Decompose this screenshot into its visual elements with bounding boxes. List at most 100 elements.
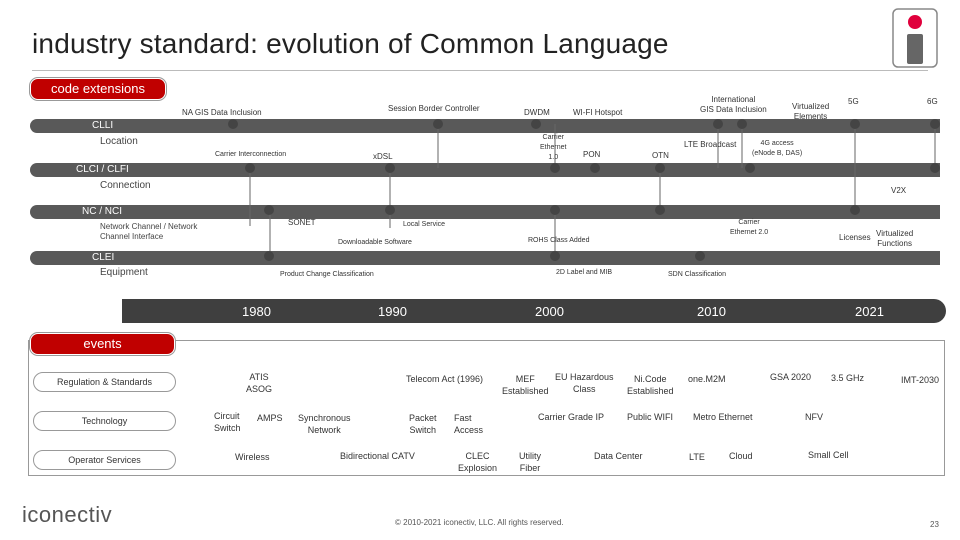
label-intl-gis: International GIS Data Inclusion bbox=[700, 95, 767, 114]
dot-carrier-interconnection bbox=[245, 163, 255, 173]
event-fast-access: Fast Access bbox=[454, 413, 484, 435]
clci-bar bbox=[30, 163, 940, 177]
label-carrier-interconnection: Carrier Interconnection bbox=[215, 151, 287, 158]
label-otn: OTN bbox=[652, 151, 669, 160]
lane-technology: Technology bbox=[33, 411, 176, 431]
event-telecom-act: Telecom Act (1996) bbox=[406, 374, 484, 384]
dot-v2x bbox=[930, 163, 940, 173]
dot-carrier-ethernet bbox=[550, 163, 560, 173]
label-lte-broadcast: LTE Broadcast bbox=[684, 140, 737, 149]
dot-product-change bbox=[264, 251, 274, 261]
label-4g-access: 4G access (eNode B, DAS) bbox=[752, 140, 803, 157]
label-downloadable-software: Downloadable Software bbox=[338, 239, 412, 246]
event-amps: AMPS bbox=[257, 413, 283, 423]
label-dwdm: DWDM bbox=[524, 108, 550, 117]
year-1990: 1990 bbox=[378, 304, 407, 319]
label-sdn: SDN Classification bbox=[668, 271, 726, 278]
dot-otn bbox=[655, 163, 665, 173]
clei-bar bbox=[30, 251, 940, 265]
label-carrier-ethernet-20: Carrier Ethernet 2.0 bbox=[730, 219, 769, 236]
event-mef: MEF Established bbox=[502, 374, 549, 396]
nci-name: NC / NCI bbox=[82, 206, 122, 217]
dot-xdsl bbox=[385, 163, 395, 173]
label-6g: 6G bbox=[927, 97, 938, 106]
label-sonet: SONET bbox=[288, 218, 316, 227]
label-rohs: ROHS Class Added bbox=[528, 237, 590, 244]
event-nicode: Ni.Code Established bbox=[627, 374, 674, 396]
event-wireless: Wireless bbox=[235, 452, 270, 462]
copyright-footer: © 2010-2021 iconectiv, LLC. All rights r… bbox=[395, 518, 564, 527]
year-2000: 2000 bbox=[535, 304, 564, 319]
nci-bar bbox=[30, 205, 940, 219]
clli-bar bbox=[30, 119, 940, 133]
nci-sub: Network Channel / Network Channel Interf… bbox=[100, 222, 198, 241]
label-virtualized-elements: Virtualized Elements bbox=[792, 102, 830, 121]
event-gsa2020: GSA 2020 bbox=[770, 372, 812, 382]
event-small-cell: Small Cell bbox=[808, 450, 849, 460]
event-metro-ethernet: Metro Ethernet bbox=[693, 412, 753, 422]
event-cloud: Cloud bbox=[729, 451, 753, 461]
event-lte: LTE bbox=[689, 452, 705, 462]
dot-pon bbox=[590, 163, 600, 173]
event-utility-fiber: Utility Fiber bbox=[519, 451, 541, 473]
label-xdsl: xDSL bbox=[373, 152, 393, 161]
dot-carrier-ethernet-2 bbox=[655, 205, 665, 215]
clli-sub: Location bbox=[100, 136, 138, 147]
dot-licenses bbox=[850, 205, 860, 215]
label-session-border: Session Border Controller bbox=[388, 104, 480, 113]
year-2021: 2021 bbox=[855, 304, 884, 319]
event-carrier-grade-ip: Carrier Grade IP bbox=[538, 412, 605, 422]
event-bidirectional-catv: Bidirectional CATV bbox=[340, 451, 415, 461]
event-circuit-switch: Circuit Switch bbox=[214, 411, 241, 433]
label-product-change: Product Change Classification bbox=[280, 271, 374, 278]
iconectiv-logo-icon bbox=[892, 8, 938, 68]
label-pon: PON bbox=[583, 150, 601, 159]
label-licenses: Licenses bbox=[839, 233, 871, 242]
label-v2x: V2X bbox=[891, 186, 907, 195]
dot-virtualized-elements bbox=[850, 119, 860, 129]
dot-intl-gis bbox=[713, 119, 723, 129]
dot-label-mib bbox=[550, 251, 560, 261]
code-timeline-lines bbox=[249, 124, 936, 256]
event-data-center: Data Center bbox=[594, 451, 643, 461]
dot-sdn bbox=[695, 251, 705, 261]
year-2010: 2010 bbox=[697, 304, 726, 319]
event-imt2030: IMT-2030 bbox=[901, 375, 940, 385]
dot-na-gis bbox=[228, 119, 238, 129]
dot-session-border bbox=[433, 119, 443, 129]
event-35ghz: 3.5 GHz bbox=[831, 373, 865, 383]
code-extensions-label: code extensions bbox=[30, 78, 166, 100]
event-nfv: NFV bbox=[805, 412, 823, 422]
event-onem2m: one.M2M bbox=[688, 374, 726, 384]
clei-sub: Equipment bbox=[100, 267, 148, 278]
event-clec-explosion: CLEC Explosion bbox=[458, 451, 498, 473]
clci-name: CLCI / CLFI bbox=[76, 164, 129, 175]
dot-6g bbox=[930, 119, 940, 129]
clci-sub: Connection bbox=[100, 180, 151, 191]
year-1980: 1980 bbox=[242, 304, 271, 319]
event-synchronous-network: Synchronous Network bbox=[298, 413, 351, 435]
label-5g: 5G bbox=[848, 97, 859, 106]
label-virtualized-functions: Virtualized Functions bbox=[876, 229, 914, 248]
events-label: events bbox=[30, 333, 175, 355]
page-number: 23 bbox=[930, 520, 939, 529]
label-2d-mib: 2D Label and MIB bbox=[556, 269, 613, 276]
lane-operator-services: Operator Services bbox=[33, 450, 176, 470]
dot-local-service bbox=[385, 205, 395, 215]
clli-name: CLLI bbox=[92, 120, 114, 131]
dot-lte-broadcast bbox=[745, 163, 755, 173]
dot-dwdm bbox=[531, 119, 541, 129]
year-bar bbox=[122, 299, 946, 323]
events-panel bbox=[28, 340, 945, 476]
label-wifi-hotspot: WI-FI Hotspot bbox=[573, 108, 623, 117]
iconectiv-wordmark: iconectiv bbox=[22, 502, 113, 527]
dot-4g bbox=[737, 119, 747, 129]
label-local-service: Local Service bbox=[403, 221, 446, 228]
title-divider bbox=[32, 70, 928, 71]
dot-sonet bbox=[264, 205, 274, 215]
label-carrier-ethernet-10: Carrier Ethernet 1.0 bbox=[540, 134, 567, 161]
page-title: industry standard: evolution of Common L… bbox=[32, 28, 669, 59]
event-public-wifi: Public WIFI bbox=[627, 412, 674, 422]
clei-name: CLEI bbox=[92, 252, 115, 263]
label-na-gis: NA GIS Data Inclusion bbox=[182, 108, 262, 117]
